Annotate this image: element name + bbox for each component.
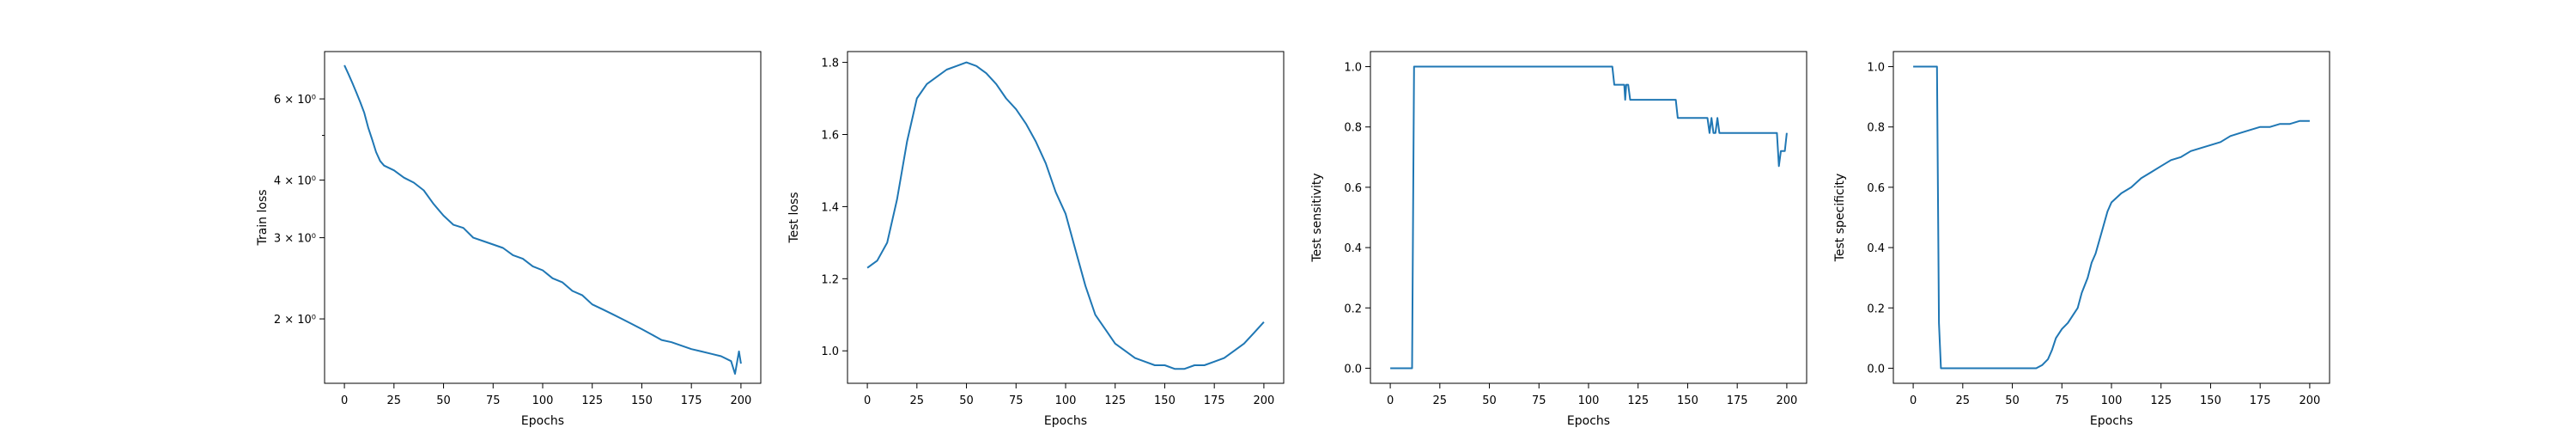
y-tick-label: 6 × 10⁰ — [274, 94, 316, 107]
y-tick-label: 1.0 — [1344, 62, 1362, 75]
x-tick-label: 50 — [2005, 394, 2020, 407]
y-tick-label: 4 × 10⁰ — [274, 175, 316, 188]
x-axis-label: Epochs — [2090, 414, 2133, 428]
x-tick-label: 125 — [1627, 394, 1649, 407]
x-tick-label: 125 — [1104, 394, 1126, 407]
x-tick-label: 150 — [1154, 394, 1176, 407]
y-axis-label: Train loss — [256, 189, 270, 246]
x-tick-label: 0 — [864, 394, 871, 407]
x-tick-label: 0 — [341, 394, 348, 407]
x-tick-label: 75 — [1009, 394, 1024, 407]
chart-panel-2: 0 25 50 75 100 125 150 175 200 1.0 1.2 1.4 1.6 1.8 Epo… — [787, 51, 1285, 428]
y-tick-label: 0.2 — [1344, 303, 1362, 315]
x-tick-label: 175 — [681, 394, 702, 407]
plot-frame — [847, 51, 1285, 384]
x-tick-label: 200 — [1776, 394, 1797, 407]
y-tick-label: 0.0 — [1344, 363, 1362, 376]
y-tick-label: 1.6 — [821, 130, 839, 143]
series-line — [343, 64, 742, 375]
x-tick-label: 75 — [1532, 394, 1546, 407]
y-tick-label: 0.8 — [1867, 122, 1885, 135]
x-tick-label: 50 — [959, 394, 974, 407]
y-tick-label: 1.2 — [821, 273, 839, 286]
x-tick-label: 75 — [486, 394, 501, 407]
y-tick-label: 3 × 10⁰ — [274, 233, 316, 246]
x-tick-label: 25 — [1956, 394, 1971, 407]
x-tick-label: 200 — [1253, 394, 1274, 407]
x-axis-label: Epochs — [521, 414, 564, 428]
x-axis-label: Epochs — [1567, 414, 1610, 428]
x-tick-label: 200 — [730, 394, 751, 407]
plot-frame — [324, 51, 762, 384]
x-tick-label: 100 — [1055, 394, 1077, 407]
series-line — [1390, 65, 1788, 370]
y-tick-label: 0.6 — [1867, 182, 1885, 195]
x-tick-label: 100 — [1578, 394, 1600, 407]
chart-panel-3: 0 25 50 75 100 125 150 175 200 0.0 0.2 0.4 0.6 0.8 1.0… — [1310, 51, 1807, 428]
y-axis-label: Test specificity — [1833, 174, 1847, 263]
y-tick-label: 0.8 — [1344, 122, 1362, 135]
x-tick-label: 200 — [2299, 394, 2320, 407]
y-tick-label: 1.8 — [821, 58, 839, 70]
y-tick-label: 0.0 — [1867, 363, 1885, 376]
y-tick-label: 0.2 — [1867, 303, 1885, 315]
x-tick-label: 100 — [2101, 394, 2123, 407]
plot-frame — [1370, 51, 1807, 384]
x-tick-label: 150 — [631, 394, 653, 407]
x-tick-label: 175 — [1204, 394, 1225, 407]
x-tick-label: 150 — [1677, 394, 1698, 407]
x-tick-label: 125 — [581, 394, 603, 407]
x-tick-label: 25 — [1433, 394, 1448, 407]
y-tick-label: 1.4 — [821, 201, 839, 214]
x-tick-label: 125 — [2150, 394, 2172, 407]
x-tick-label: 100 — [532, 394, 554, 407]
x-tick-label: 0 — [1387, 394, 1394, 407]
x-tick-label: 50 — [436, 394, 451, 407]
plot-frame — [1893, 51, 2330, 384]
series-line — [866, 61, 1265, 370]
x-axis-label: Epochs — [1044, 414, 1087, 428]
y-tick-label: 0.4 — [1344, 242, 1362, 255]
x-tick-label: 25 — [910, 394, 925, 407]
x-tick-label: 0 — [1910, 394, 1917, 407]
chart-panel-4: 0 25 50 75 100 125 150 175 200 0.0 0.2 0.4 0.6 0.8 1.0… — [1833, 51, 2330, 428]
x-tick-label: 75 — [2055, 394, 2069, 407]
y-tick-label: 0.6 — [1344, 182, 1362, 195]
y-tick-label: 0.4 — [1867, 242, 1885, 255]
y-tick-label: 1.0 — [821, 345, 839, 358]
x-tick-label: 175 — [2250, 394, 2271, 407]
y-tick-label: 2 × 10⁰ — [274, 314, 316, 327]
x-tick-label: 150 — [2200, 394, 2221, 407]
x-tick-label: 175 — [1727, 394, 1748, 407]
y-axis-label: Test loss — [787, 192, 801, 243]
x-tick-label: 50 — [1482, 394, 1497, 407]
y-axis-label: Test sensitivity — [1310, 173, 1324, 262]
series-line — [1913, 65, 2310, 370]
y-tick-label: 1.0 — [1867, 62, 1885, 75]
chart-panel-1: 0 25 50 75 100 125 150 175 200 2 × 10⁰ 3 × 10⁰ 4 × … — [256, 51, 762, 428]
x-tick-label: 25 — [387, 394, 402, 407]
